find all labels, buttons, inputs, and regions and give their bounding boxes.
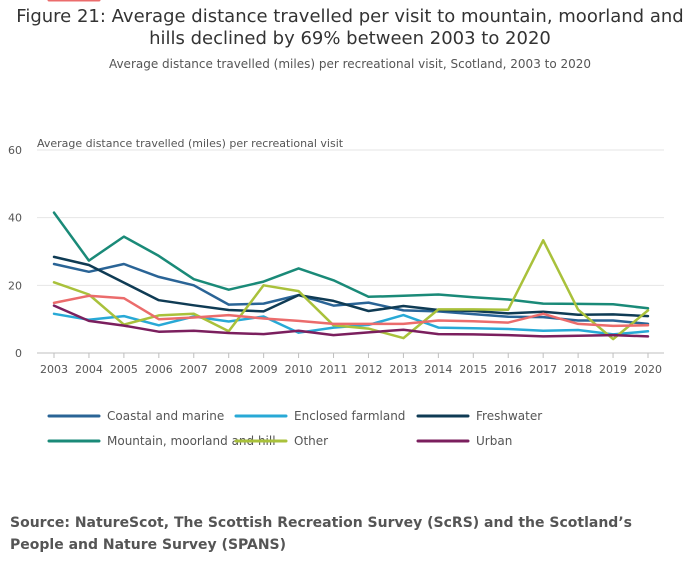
x-tick-label: 2006 [145,363,173,376]
x-tick-label: 2005 [110,363,138,376]
chart-subtitle: Average distance travelled (miles) per r… [108,57,592,71]
line-chart: Average distance travelled (miles) per r… [8,0,664,448]
series-line-coastal-and-marine [52,262,650,326]
chart-title: Figure 21: Average distance travelled pe… [16,6,684,49]
x-tick-label: 2020 [634,363,662,376]
x-tick-label: 2018 [564,363,592,376]
series-line-woodland [52,294,650,328]
y-tick-label: 0 [15,347,22,360]
x-tick-label: 2013 [389,363,417,376]
y-tick-label: 60 [8,144,22,157]
x-tick-label: 2015 [459,363,487,376]
x-tick-label: 2014 [424,363,452,376]
x-tick-label: 2010 [285,363,313,376]
x-tick-label: 2007 [180,363,208,376]
source-note: Source: NatureScot, The Scottish Recreat… [10,515,632,553]
x-tick-label: 2003 [40,363,68,376]
y-axis-title: Average distance travelled (miles) per r… [37,137,344,150]
legend-label-coastal-and-marine[interactable]: Coastal and marine [107,409,224,423]
series-line-urban [52,304,650,338]
x-tick-label: 2012 [354,363,382,376]
legend-label-woodland[interactable]: Woodland [107,0,166,3]
legend-label-other[interactable]: Other [294,434,328,448]
x-tick-label: 2019 [599,363,627,376]
x-tick-label: 2004 [75,363,103,376]
x-tick-label: 2008 [215,363,243,376]
x-tick-label: 2011 [320,363,348,376]
legend-label-urban[interactable]: Urban [476,434,512,448]
x-tick-label: 2017 [529,363,557,376]
y-tick-label: 20 [8,279,22,292]
x-tick-label: 2016 [494,363,522,376]
series-line-freshwater [52,255,650,318]
legend-label-freshwater[interactable]: Freshwater [476,409,542,423]
legend-label-enclosed-farmland[interactable]: Enclosed farmland [294,409,405,423]
x-tick-label: 2009 [250,363,278,376]
series-line-mountain-moorland-and-hill [52,211,650,310]
legend-label-mountain-moorland-and-hill[interactable]: Mountain, moorland and hill [107,434,276,448]
y-tick-label: 40 [8,212,22,225]
